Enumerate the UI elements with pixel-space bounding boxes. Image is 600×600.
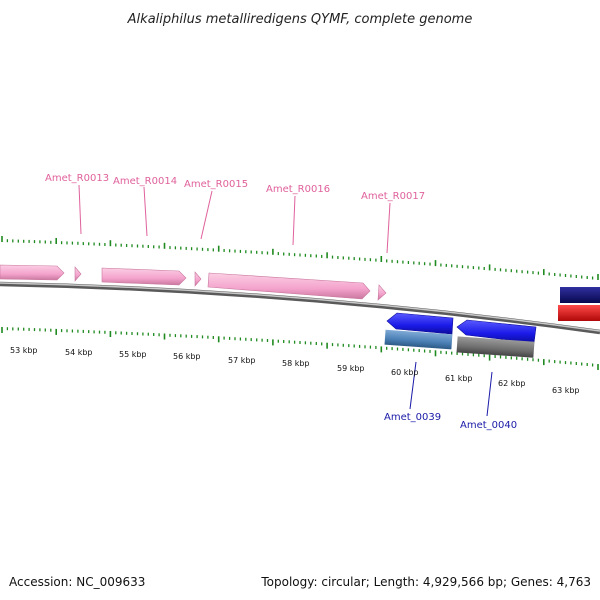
rna-feature-arrow (101, 267, 187, 286)
leader-amet-r0017 (386, 202, 391, 254)
rna-feature-arrow (207, 272, 371, 300)
accession-text: Accession: NC_009633 (9, 575, 145, 589)
leader-lines (78, 184, 493, 417)
gene-label-amet-r0017: Amet_R0017 (361, 191, 425, 202)
tick-label: 58 kbp (282, 359, 310, 368)
leader-amet-r0016 (292, 195, 296, 246)
gene-label-amet-r0015: Amet_R0015 (184, 179, 248, 190)
gene-label-amet-0040: Amet_0040 (460, 420, 517, 431)
tick-label: 53 kbp (10, 346, 38, 355)
tick-label: 59 kbp (337, 364, 365, 373)
tick-label: 62 kbp (498, 379, 526, 388)
leader-amet-0040 (486, 371, 493, 417)
genome-backbone-highlight (0, 282, 600, 332)
tick-label: 55 kbp (119, 350, 147, 359)
cds-feature-arrow (386, 312, 454, 335)
outer-tick-row (1, 236, 599, 280)
navy-feature (560, 287, 600, 303)
axis-labels: 53 kbp 54 kbp 55 kbp 56 kbp 57 kbp 58 kb… (10, 346, 580, 395)
cds-feature-arrow (456, 319, 537, 344)
cds-feature-track (386, 312, 537, 344)
tick-label: 57 kbp (228, 356, 256, 365)
gene-label-amet-r0016: Amet_R0016 (266, 184, 330, 195)
red-feature (558, 305, 600, 321)
inner-tick-row (1, 327, 599, 370)
leader-amet-r0015 (200, 190, 213, 240)
tick-label: 60 kbp (391, 368, 419, 377)
tick-label: 54 kbp (65, 348, 93, 357)
map-title: Alkaliphilus metalliredigens QYMF, compl… (127, 12, 473, 27)
gene-label-amet-0039: Amet_0039 (384, 412, 441, 423)
genome-summary-text: Topology: circular; Length: 4,929,566 bp… (260, 575, 591, 589)
rna-feature-arrow (194, 271, 202, 287)
gene-labels: Amet_R0013 Amet_R0014 Amet_R0015 Amet_R0… (45, 173, 517, 431)
gene-label-amet-r0013: Amet_R0013 (45, 173, 109, 184)
leader-amet-r0014 (143, 186, 148, 237)
genome-backbone (0, 281, 600, 335)
inner-feature-gray (456, 336, 535, 358)
tick-label: 63 kbp (552, 386, 580, 395)
rna-feature-arrow (74, 266, 82, 282)
gene-label-amet-r0014: Amet_R0014 (113, 176, 177, 187)
rna-feature-arrow (0, 264, 65, 281)
inner-feature-steel (384, 329, 453, 350)
leader-amet-0039 (409, 361, 417, 410)
tick-label: 56 kbp (173, 352, 201, 361)
rna-feature-track (0, 264, 387, 301)
leader-amet-r0013 (78, 184, 82, 235)
tick-label: 61 kbp (445, 374, 473, 383)
rna-feature-arrow (377, 284, 387, 301)
